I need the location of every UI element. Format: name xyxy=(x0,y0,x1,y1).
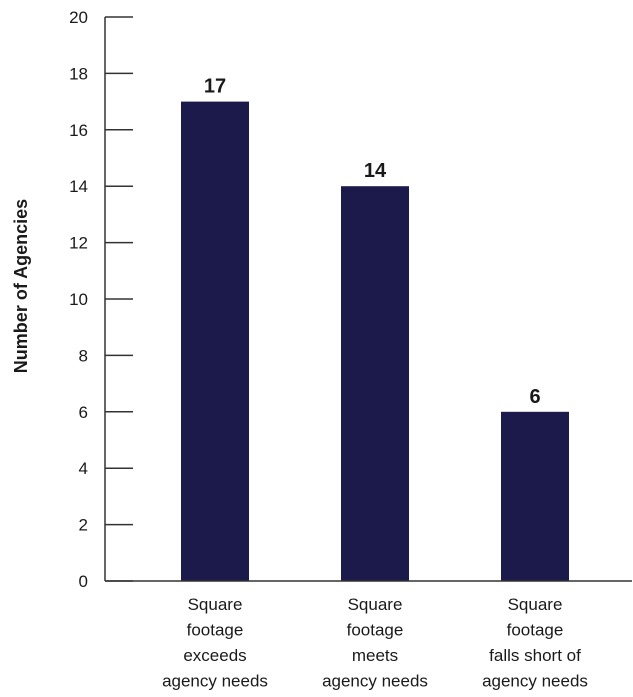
y-tick-label: 8 xyxy=(79,346,88,365)
bars-group xyxy=(181,101,569,581)
x-tick-label-line: exceeds xyxy=(183,646,246,665)
x-tick-labels-group: Square footage exceeds agency needs Square fo… xyxy=(162,595,588,691)
x-tick-label-line: agency needs xyxy=(482,672,588,691)
data-labels-group: 17 14 6 xyxy=(204,76,541,408)
bar-value-label: 14 xyxy=(364,160,387,182)
x-tick-label-line: falls short of xyxy=(489,646,581,665)
x-tick-label-line: agency needs xyxy=(162,672,268,691)
y-tick-label: 2 xyxy=(79,516,88,535)
x-tick-label: Square footage falls short of agency needs xyxy=(482,595,588,691)
y-tick-label: 0 xyxy=(79,572,88,591)
y-tick-label: 12 xyxy=(69,234,88,253)
y-tick-label: 16 xyxy=(69,121,88,140)
bar xyxy=(341,186,409,581)
x-tick-label-line: footage xyxy=(187,621,244,640)
x-tick-label-line: footage xyxy=(507,621,564,640)
x-tick-label-line: agency needs xyxy=(322,672,428,691)
x-tick-label: Square footage meets agency needs xyxy=(322,595,428,691)
y-axis: 0 2 4 6 8 10 12 14 16 18 20 xyxy=(69,8,133,591)
bar-value-label: 6 xyxy=(529,386,540,408)
x-tick-label: Square footage exceeds agency needs xyxy=(162,595,268,691)
y-axis-title: Number of Agencies xyxy=(11,199,31,373)
y-tick-label: 6 xyxy=(79,403,88,422)
y-tick-label: 20 xyxy=(69,8,88,27)
x-tick-label-line: footage xyxy=(347,621,404,640)
y-tick-label: 14 xyxy=(69,177,88,196)
x-tick-label-line: meets xyxy=(352,646,398,665)
bar xyxy=(181,101,249,581)
y-tick-label: 18 xyxy=(69,64,88,83)
x-tick-label-line: Square xyxy=(508,595,563,614)
bar xyxy=(501,411,569,581)
y-tick-label: 10 xyxy=(69,290,88,309)
bar-value-label: 17 xyxy=(204,76,226,98)
x-tick-label-line: Square xyxy=(348,595,403,614)
y-tick-label: 4 xyxy=(79,459,88,478)
x-tick-label-line: Square xyxy=(188,595,243,614)
